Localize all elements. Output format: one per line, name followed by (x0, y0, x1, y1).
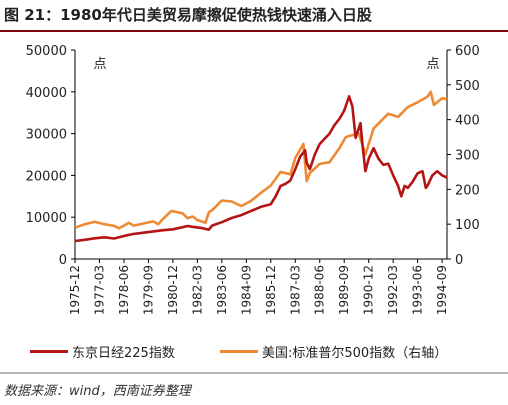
x-tick-label: 1990-12 (362, 265, 376, 315)
legend-item-nikkei: 东京日经225指数 (30, 342, 175, 361)
series-line-sp500 (74, 90, 448, 230)
y-right-tick-label: 400 (455, 114, 480, 129)
x-tick-label: 1994-09 (435, 265, 449, 315)
y-left-tick-label: 40000 (26, 86, 67, 101)
chart-canvas: 0 10000 20000 30000 40000 50000 0 100 200 300 400 5… (26, 44, 480, 315)
legend-item-sp500: 美国:标准普尔500指数（右轴） (220, 342, 447, 361)
series-line-nikkei (74, 95, 448, 243)
x-tick-label: 1980-12 (166, 265, 180, 315)
y-right-tick-label: 100 (455, 218, 480, 233)
legend-swatch-sp500 (220, 350, 258, 353)
x-tick-label: 1978-06 (117, 265, 131, 315)
chart-title: 图 21：1980年代日美贸易摩擦促使热钱快速涌入日股 (4, 6, 372, 24)
x-tick-label: 1992-03 (386, 265, 400, 315)
x-tick-label: 1975-12 (68, 265, 82, 315)
y-right-tick-label: 300 (455, 149, 480, 164)
y-right-tick-label: 200 (455, 183, 480, 198)
y-left-tick-label: 0 (59, 253, 67, 268)
x-tick-label: 1984-09 (239, 265, 253, 315)
y-right-tick-label: 0 (455, 253, 463, 268)
y-left-unit-label: 点 (93, 57, 106, 72)
x-tick-label: 1989-09 (337, 265, 351, 315)
legend-swatch-nikkei (30, 350, 68, 353)
y-right-tick-label: 500 (455, 79, 480, 94)
legend-label-sp500: 美国:标准普尔500指数（右轴） (262, 346, 448, 361)
y-left-tick-label: 10000 (26, 211, 67, 226)
x-tick-label: 1977-03 (92, 265, 106, 315)
title-divider (0, 30, 508, 32)
legend-label-nikkei: 东京日经225指数 (72, 346, 175, 361)
x-tick-label: 1983-06 (215, 265, 229, 315)
x-tick-label: 1985-12 (264, 265, 278, 315)
x-tick-label: 1982-03 (190, 265, 204, 315)
y-left-tick-label: 50000 (26, 44, 67, 59)
y-left-tick-label: 30000 (26, 128, 67, 143)
x-tick-label: 1979-09 (141, 265, 155, 315)
x-tick-label: 1993-06 (411, 265, 425, 315)
footer-divider (0, 372, 508, 374)
x-tick-label: 1988-06 (313, 265, 327, 315)
y-left-tick-label: 20000 (26, 169, 67, 184)
source-note: 数据来源：wind，西南证券整理 (4, 384, 191, 399)
y-right-tick-label: 600 (455, 44, 480, 59)
legend: 东京日经225指数 美国:标准普尔500指数（右轴） (0, 340, 508, 362)
title-bar: 图 21：1980年代日美贸易摩擦促使热钱快速涌入日股 (0, 0, 508, 30)
x-tick-label: 1987-03 (288, 265, 302, 315)
y-right-unit-label: 点 (426, 57, 439, 72)
